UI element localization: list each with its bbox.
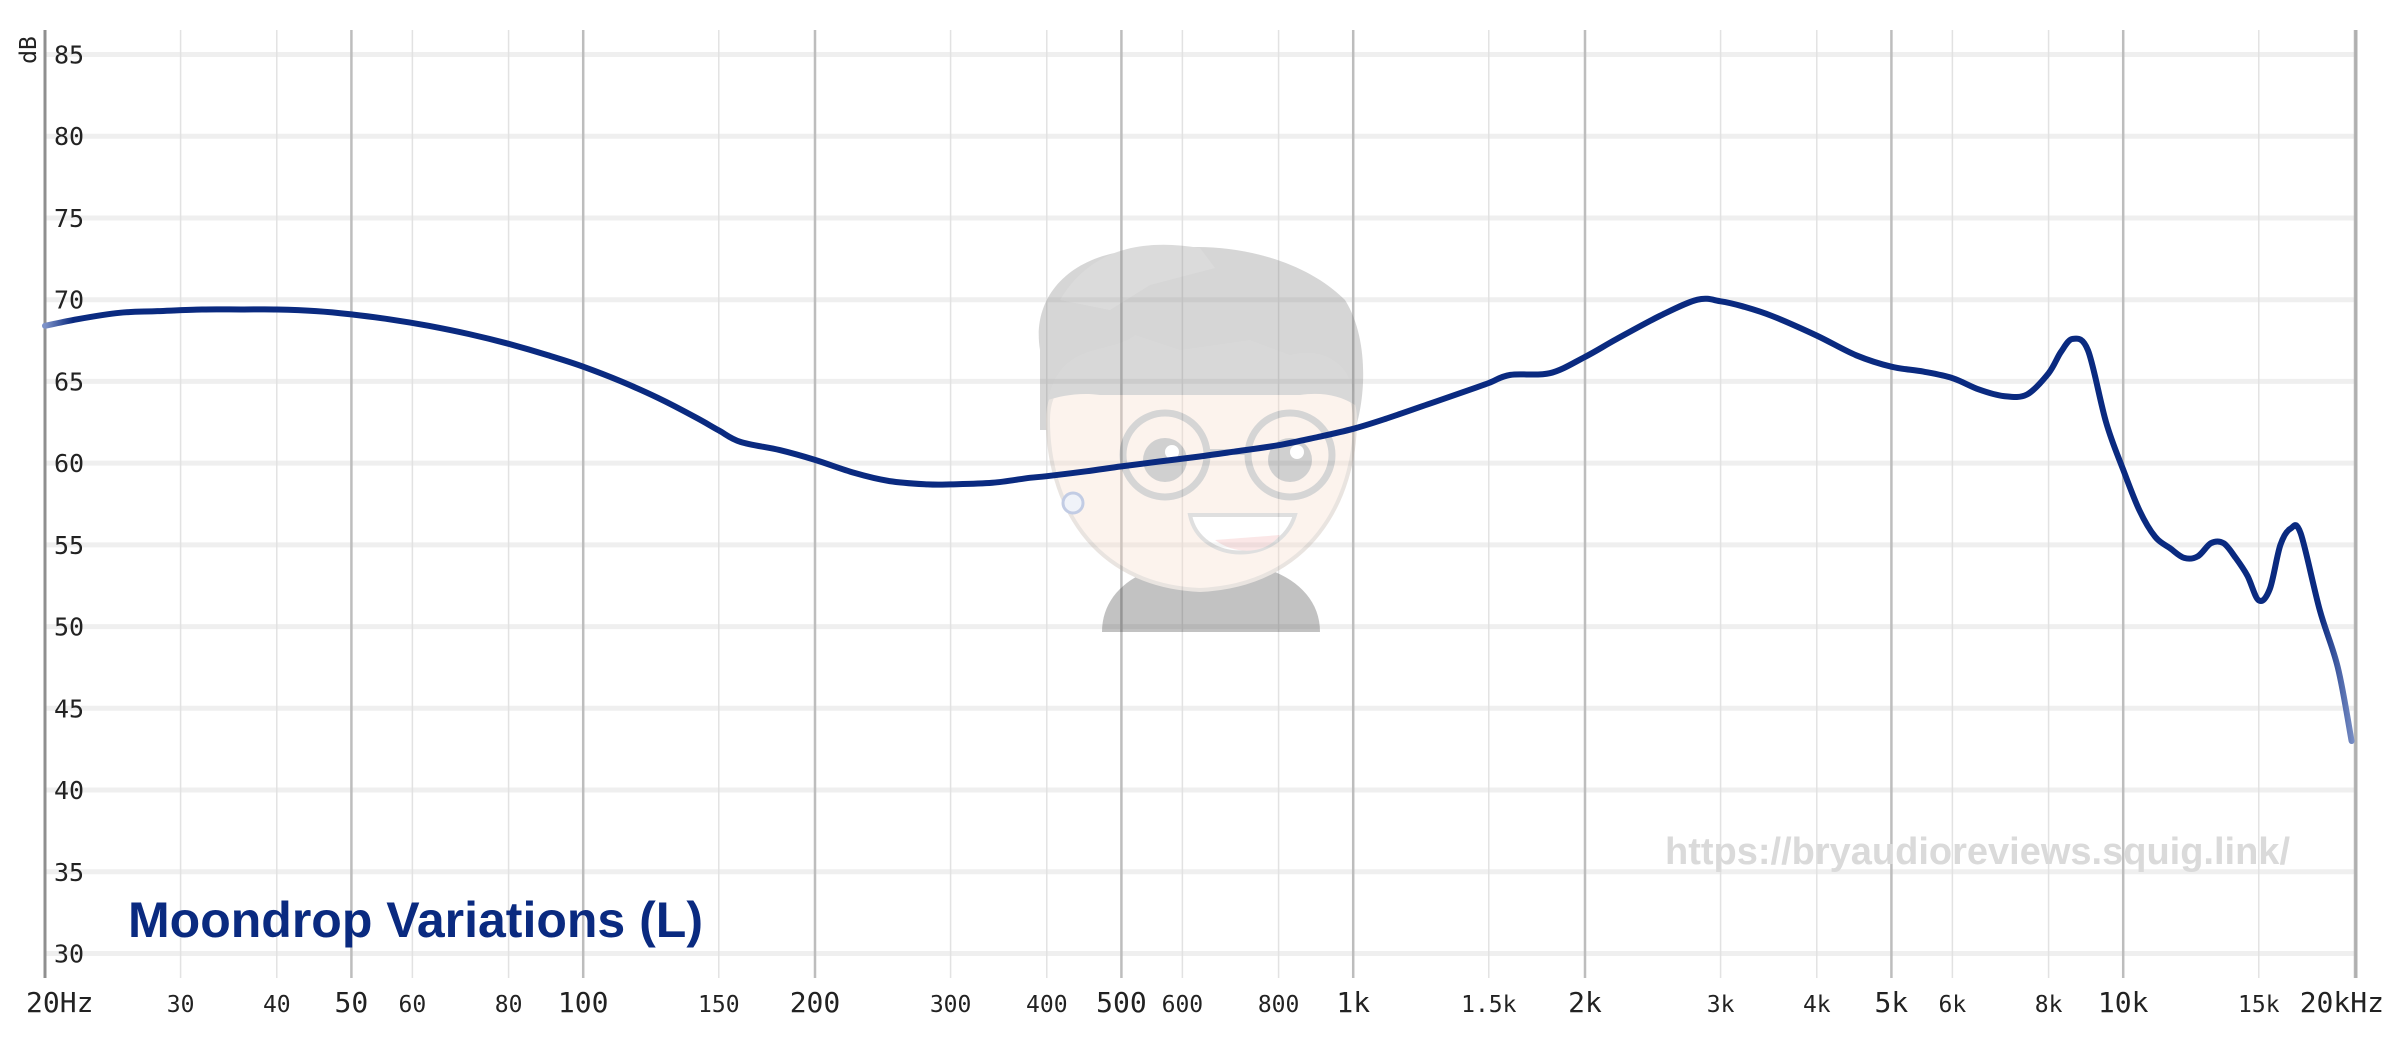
x-tick-label: 1k	[1336, 986, 1370, 1019]
frequency-response-curve	[42, 295, 2355, 744]
x-tick-labels: 20Hz 30 40 50 60 80 100 150 200 300 400 500 600 800 1k…	[26, 986, 2384, 1019]
x-tick-label: 6k	[1939, 992, 1967, 1018]
x-tick-label: 40	[263, 992, 291, 1018]
x-tick-label: 30	[167, 992, 195, 1018]
cartoon-mascot-with-glasses-icon	[1038, 244, 1364, 632]
chart-title: Moondrop Variations (L)	[128, 892, 703, 948]
x-tick-label: 5k	[1875, 986, 1909, 1019]
x-tick-label: 60	[399, 992, 427, 1018]
y-tick-label: 85	[54, 41, 84, 70]
x-tick-label: 20Hz	[26, 986, 93, 1019]
x-tick-label: 50	[335, 986, 369, 1019]
x-tick-label: 200	[790, 986, 841, 1019]
x-tick-label: 300	[930, 992, 972, 1018]
y-axis-label: dB	[16, 36, 42, 64]
x-tick-label: 10k	[2098, 986, 2149, 1019]
x-tick-label: 100	[558, 986, 609, 1019]
x-tick-label: 80	[495, 992, 523, 1018]
x-tick-label: 15k	[2238, 992, 2280, 1018]
y-tick-label: 40	[54, 776, 84, 805]
y-tick-label: 70	[54, 286, 84, 315]
x-tick-label: 3k	[1707, 992, 1735, 1018]
x-tick-label: 800	[1258, 992, 1300, 1018]
x-tick-label: 2k	[1568, 986, 1602, 1019]
y-tick-label: 30	[54, 939, 84, 968]
y-tick-label: 75	[54, 204, 84, 233]
x-tick-label: 600	[1162, 992, 1204, 1018]
x-tick-label: 8k	[2035, 992, 2063, 1018]
x-tick-label: 1.5k	[1461, 992, 1517, 1018]
y-tick-labels: 30 35 40 45 50 55 60 65 70 75 80 85	[54, 41, 84, 969]
x-tick-label: 20kHz	[2300, 986, 2384, 1019]
x-tick-label: 500	[1096, 986, 1147, 1019]
y-tick-label: 60	[54, 449, 84, 478]
watermark-url: https://bryaudioreviews.squig.link/	[1665, 831, 2290, 873]
y-tick-label: 80	[54, 122, 84, 151]
x-tick-label: 400	[1026, 992, 1068, 1018]
horizontal-gridlines	[45, 52, 2355, 956]
x-tick-label: 150	[698, 992, 740, 1018]
y-tick-label: 45	[54, 694, 84, 723]
y-tick-label: 55	[54, 531, 84, 560]
y-tick-label: 50	[54, 613, 84, 642]
y-tick-label: 65	[54, 367, 84, 396]
y-tick-label: 35	[54, 858, 84, 887]
x-tick-label: 4k	[1803, 992, 1831, 1018]
